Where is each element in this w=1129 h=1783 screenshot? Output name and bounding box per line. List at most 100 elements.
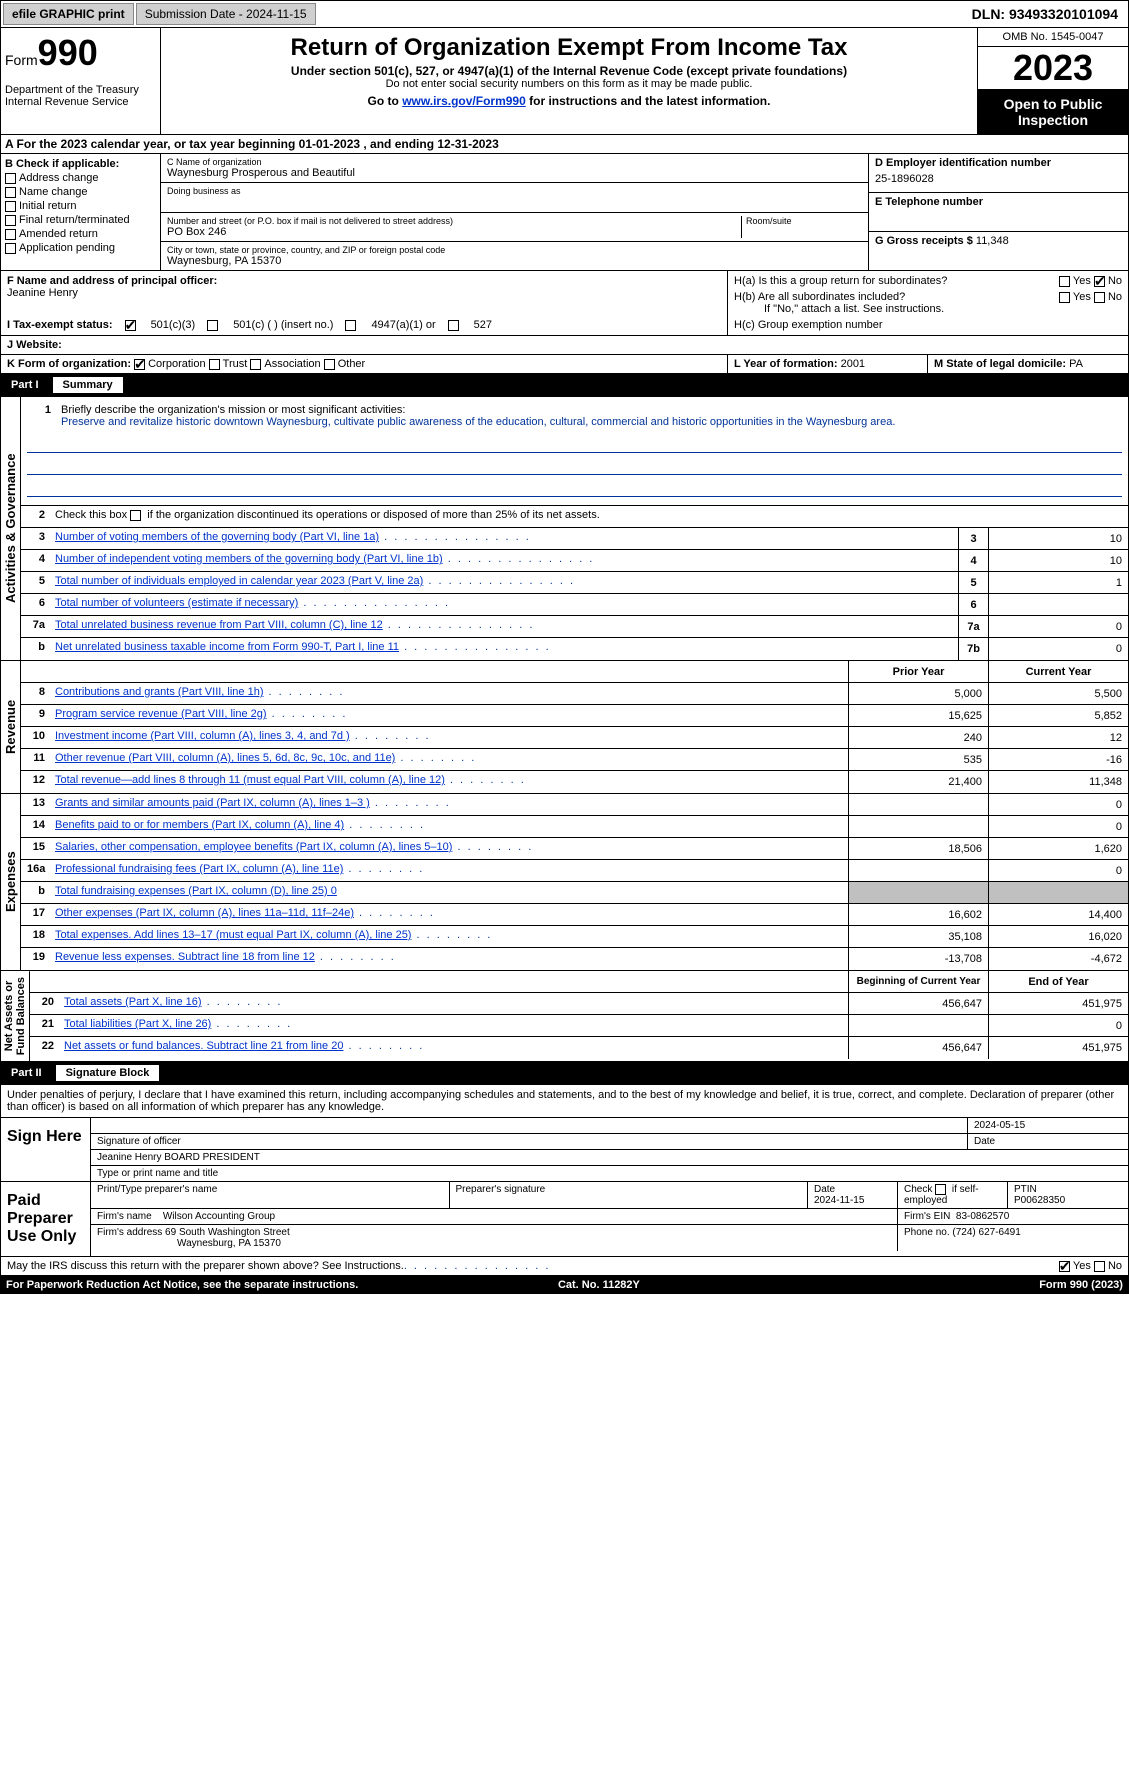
cb-trust[interactable] (209, 359, 220, 370)
dln-label: DLN: 93493320101094 (972, 6, 1128, 22)
part1-header: Part I Summary (0, 374, 1129, 397)
ha-yes[interactable] (1059, 276, 1070, 287)
vtab-revenue: Revenue (1, 661, 21, 793)
gov-row-4: 4Number of independent voting members of… (21, 550, 1128, 572)
discuss-no[interactable] (1094, 1261, 1105, 1272)
box-b: B Check if applicable: Address changeNam… (1, 154, 161, 270)
exp-row-19: 19Revenue less expenses. Subtract line 1… (21, 948, 1128, 970)
form-org-row: K Form of organization: Corporation Trus… (0, 355, 1129, 374)
department-label: Department of the Treasury Internal Reve… (5, 84, 156, 108)
prior-year-hdr: Prior Year (848, 661, 988, 682)
sign-here-label: Sign Here (1, 1118, 91, 1181)
page-footer: For Paperwork Reduction Act Notice, see … (0, 1276, 1129, 1294)
ha-no[interactable] (1094, 276, 1105, 287)
net-row-20: 20Total assets (Part X, line 16)456,6474… (30, 993, 1128, 1015)
cb-self-employed[interactable] (935, 1184, 946, 1195)
form-number: Form990 (5, 32, 156, 74)
rev-row-11: 11Other revenue (Part VIII, column (A), … (21, 749, 1128, 771)
city-state-zip: Waynesburg, PA 15370 (167, 255, 862, 267)
expenses-table: Expenses 13Grants and similar amounts pa… (0, 794, 1129, 971)
paid-preparer-block: Paid Preparer Use Only Print/Type prepar… (0, 1182, 1129, 1257)
checkbox-527[interactable] (448, 320, 459, 331)
checkbox-501c[interactable] (207, 320, 218, 331)
org-name: Waynesburg Prosperous and Beautiful (167, 167, 862, 179)
revenue-table: Revenue Prior Year Current Year 8Contrib… (0, 661, 1129, 794)
rev-row-9: 9Program service revenue (Part VIII, lin… (21, 705, 1128, 727)
exp-row-14: 14Benefits paid to or for members (Part … (21, 816, 1128, 838)
gov-row-5: 5Total number of individuals employed in… (21, 572, 1128, 594)
efile-print-button[interactable]: efile GRAPHIC print (3, 3, 134, 25)
vtab-net: Net Assets or Fund Balances (1, 971, 30, 1061)
section-a-period: A For the 2023 calendar year, or tax yea… (0, 135, 1129, 154)
cb-discontinued[interactable] (130, 510, 141, 521)
website-row: J Website: (0, 336, 1129, 355)
checkbox-initial-return[interactable]: Initial return (5, 200, 156, 212)
rev-row-8: 8Contributions and grants (Part VIII, li… (21, 683, 1128, 705)
state-domicile: PA (1069, 358, 1083, 370)
checkbox-application-pending[interactable]: Application pending (5, 242, 156, 254)
firm-name: Wilson Accounting Group (163, 1211, 275, 1222)
checkbox-amended-return[interactable]: Amended return (5, 228, 156, 240)
gov-row-7a: 7aTotal unrelated business revenue from … (21, 616, 1128, 638)
end-year-hdr: End of Year (988, 971, 1128, 992)
rev-row-10: 10Investment income (Part VIII, column (… (21, 727, 1128, 749)
cb-corp[interactable] (134, 359, 145, 370)
gov-row-3: 3Number of voting members of the governi… (21, 528, 1128, 550)
form-title: Return of Organization Exempt From Incom… (167, 34, 971, 62)
omb-number: OMB No. 1545-0047 (978, 28, 1128, 47)
netassets-table: Net Assets or Fund Balances Beginning of… (0, 971, 1129, 1062)
firm-addr2: Waynesburg, PA 15370 (97, 1238, 281, 1249)
prep-date: 2024-11-15 (814, 1195, 864, 1206)
vtab-governance: Activities & Governance (1, 397, 21, 660)
hb-no[interactable] (1094, 292, 1105, 303)
net-row-21: 21Total liabilities (Part X, line 26)0 (30, 1015, 1128, 1037)
top-bar: efile GRAPHIC print Submission Date - 20… (0, 0, 1129, 28)
hb-yes[interactable] (1059, 292, 1070, 303)
discuss-row: May the IRS discuss this return with the… (0, 1257, 1129, 1276)
part2-header: Part II Signature Block (0, 1062, 1129, 1085)
begin-year-hdr: Beginning of Current Year (848, 971, 988, 992)
info-grid: B Check if applicable: Address changeNam… (0, 154, 1129, 271)
discuss-yes[interactable] (1059, 1261, 1070, 1272)
firm-addr1: 69 South Washington Street (165, 1227, 290, 1238)
cb-other[interactable] (324, 359, 335, 370)
exp-row-13: 13Grants and similar amounts paid (Part … (21, 794, 1128, 816)
gross-receipts: 11,348 (976, 235, 1009, 247)
street-address: PO Box 246 (167, 226, 737, 238)
checkbox-final-return-terminated[interactable]: Final return/terminated (5, 214, 156, 226)
ein: 25-1896028 (875, 169, 1122, 189)
subtitle-2: Do not enter social security numbers on … (167, 78, 971, 90)
officer-sig-name: Jeanine Henry BOARD PRESIDENT (91, 1150, 1128, 1165)
officer-section: F Name and address of principal officer:… (0, 271, 1129, 336)
governance-table: Activities & Governance 1 Briefly descri… (0, 397, 1129, 661)
form-header: Form990 Department of the Treasury Inter… (0, 28, 1129, 135)
box-d: D Employer identification number 25-1896… (868, 154, 1128, 270)
box-c: C Name of organization Waynesburg Prospe… (161, 154, 868, 270)
checkbox-4947[interactable] (345, 320, 356, 331)
gov-row-6: 6Total number of volunteers (estimate if… (21, 594, 1128, 616)
subtitle-3: Go to www.irs.gov/Form990 for instructio… (167, 94, 971, 108)
cb-assoc[interactable] (250, 359, 261, 370)
open-inspection: Open to Public Inspection (978, 90, 1128, 134)
year-formation: 2001 (841, 358, 865, 370)
sig-date: 2024-05-15 (968, 1118, 1128, 1133)
exp-row-b: bTotal fundraising expenses (Part IX, co… (21, 882, 1128, 904)
ptin: P00628350 (1014, 1195, 1065, 1206)
gov-row-b: bNet unrelated business taxable income f… (21, 638, 1128, 660)
declaration-text: Under penalties of perjury, I declare th… (0, 1085, 1129, 1118)
checkbox-address-change[interactable]: Address change (5, 172, 156, 184)
net-row-22: 22Net assets or fund balances. Subtract … (30, 1037, 1128, 1059)
checkbox-name-change[interactable]: Name change (5, 186, 156, 198)
paid-preparer-label: Paid Preparer Use Only (1, 1182, 91, 1256)
submission-date: Submission Date - 2024-11-15 (136, 3, 316, 25)
subtitle-1: Under section 501(c), 527, or 4947(a)(1)… (167, 64, 971, 78)
tax-year: 2023 (978, 47, 1128, 90)
officer-name: Jeanine Henry (7, 287, 721, 299)
firm-phone: (724) 627-6491 (952, 1227, 1020, 1238)
checkbox-501c3[interactable] (125, 320, 136, 331)
sign-here-block: Sign Here 2024-05-15 Signature of office… (0, 1118, 1129, 1182)
current-year-hdr: Current Year (988, 661, 1128, 682)
rev-row-12: 12Total revenue—add lines 8 through 11 (… (21, 771, 1128, 793)
irs-link[interactable]: www.irs.gov/Form990 (402, 94, 526, 108)
mission-text: Preserve and revitalize historic downtow… (61, 416, 895, 428)
